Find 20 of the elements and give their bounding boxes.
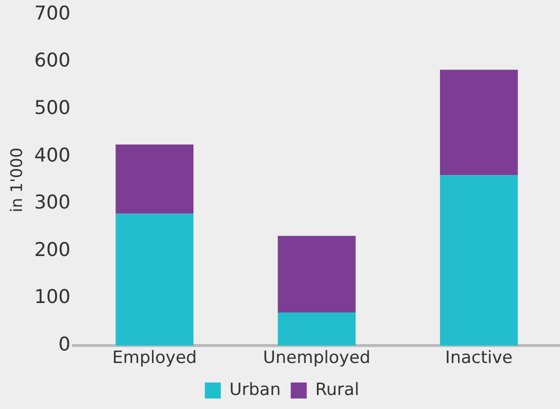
bar xyxy=(116,214,194,346)
y-tick-label: 200 xyxy=(34,238,70,261)
y-tick-label: 500 xyxy=(34,96,70,119)
bar xyxy=(440,175,518,346)
y-tick-label: 600 xyxy=(34,50,70,72)
x-tick-label: Employed xyxy=(112,348,197,368)
y-tick-label: 300 xyxy=(34,192,70,214)
bar xyxy=(278,312,356,346)
y-tick-label: 100 xyxy=(34,286,70,308)
y-tick-label: 700 xyxy=(34,2,70,24)
bar xyxy=(116,144,194,214)
bar xyxy=(278,236,356,312)
y-tick-label: 400 xyxy=(34,144,70,166)
legend-label: Urban xyxy=(229,380,281,400)
x-tick-label: Inactive xyxy=(445,348,513,368)
legend-label: Rural xyxy=(315,380,360,400)
y-tick-label: 0 xyxy=(58,334,70,356)
bar xyxy=(440,70,518,176)
y-axis-title: in 1'000 xyxy=(6,148,26,212)
x-tick-label: Unemployed xyxy=(263,348,370,368)
